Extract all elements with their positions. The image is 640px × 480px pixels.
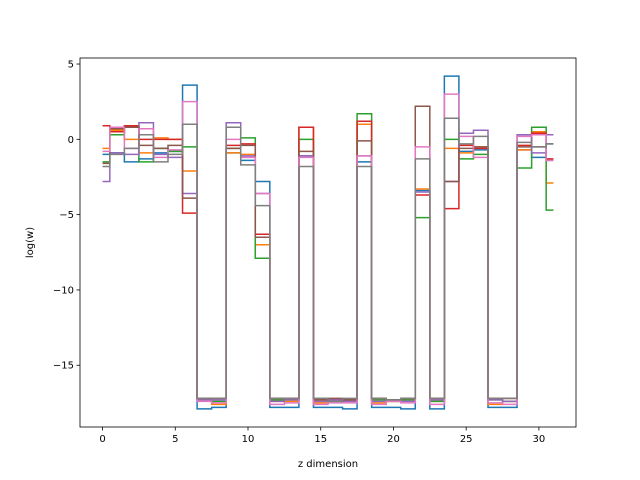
y-tick-label: 0: [68, 135, 74, 146]
x-tick-label: 20: [387, 434, 400, 445]
series-line-7: [102, 93, 554, 406]
plot-frame: [79, 57, 577, 428]
x-tick-label: 30: [533, 434, 546, 445]
y-tick-label: −15: [53, 361, 74, 372]
x-axis-label: z dimension: [298, 459, 358, 470]
x-tick-label: 10: [242, 434, 255, 445]
x-tick-label: 0: [99, 434, 105, 445]
series-layer: [102, 75, 554, 410]
y-axis: 5 0 −5 −10 −15: [53, 60, 80, 372]
x-tick-label: 25: [460, 434, 473, 445]
y-tick-label: −5: [59, 210, 74, 221]
x-tick-label: 5: [172, 434, 178, 445]
x-tick-label: 15: [314, 434, 327, 445]
y-tick-label: −10: [53, 285, 74, 296]
series-line-8: [102, 117, 554, 403]
x-axis: 0 5 10 15 20 25 30: [99, 427, 545, 445]
y-tick-label: 5: [68, 60, 74, 71]
y-axis-label: log(w): [25, 227, 36, 258]
